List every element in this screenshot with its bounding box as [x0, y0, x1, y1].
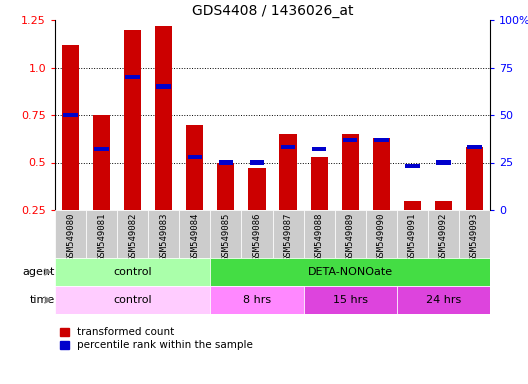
Bar: [373, 138, 390, 210]
Bar: [210, 286, 304, 314]
Text: GSM549091: GSM549091: [408, 212, 417, 261]
Text: GSM549093: GSM549093: [470, 212, 479, 261]
Text: GSM549081: GSM549081: [97, 212, 106, 261]
Bar: [466, 147, 483, 210]
Bar: [218, 162, 234, 210]
Bar: [187, 155, 202, 159]
Bar: [241, 210, 272, 258]
Bar: [459, 210, 490, 258]
Bar: [335, 210, 366, 258]
Bar: [342, 134, 359, 210]
Bar: [428, 210, 459, 258]
Text: GSM549086: GSM549086: [252, 212, 261, 261]
Bar: [281, 145, 295, 149]
Bar: [55, 258, 210, 286]
Bar: [272, 210, 304, 258]
Bar: [397, 286, 490, 314]
Bar: [55, 210, 86, 258]
Text: GSM549082: GSM549082: [128, 212, 137, 261]
Bar: [374, 137, 389, 142]
Bar: [117, 210, 148, 258]
Text: GSM549080: GSM549080: [66, 212, 75, 261]
Text: GSM549089: GSM549089: [346, 212, 355, 261]
Bar: [155, 26, 172, 210]
Text: 24 hrs: 24 hrs: [426, 295, 461, 305]
Text: control: control: [114, 267, 152, 277]
Bar: [93, 115, 110, 210]
Bar: [435, 200, 452, 210]
Bar: [219, 161, 233, 165]
Bar: [248, 168, 266, 210]
Bar: [156, 84, 171, 89]
Bar: [279, 134, 297, 210]
Legend: transformed count, percentile rank within the sample: transformed count, percentile rank withi…: [60, 327, 253, 350]
Text: time: time: [30, 295, 55, 305]
Bar: [310, 157, 328, 210]
Bar: [95, 147, 109, 151]
Bar: [148, 210, 180, 258]
Bar: [126, 75, 140, 79]
Text: GSM549090: GSM549090: [377, 212, 386, 261]
Text: 15 hrs: 15 hrs: [333, 295, 367, 305]
Bar: [210, 210, 241, 258]
Text: GSM549088: GSM549088: [315, 212, 324, 261]
Bar: [397, 210, 428, 258]
Bar: [436, 161, 451, 165]
Bar: [467, 145, 482, 149]
Bar: [304, 286, 397, 314]
Bar: [210, 258, 490, 286]
Text: control: control: [114, 295, 152, 305]
Bar: [63, 113, 78, 117]
Text: GSM549084: GSM549084: [190, 212, 200, 261]
Text: GSM549085: GSM549085: [221, 212, 230, 261]
Bar: [180, 210, 210, 258]
Text: agent: agent: [23, 267, 55, 277]
Bar: [312, 147, 326, 151]
Bar: [186, 124, 203, 210]
Text: GSM549083: GSM549083: [159, 212, 168, 261]
Text: GSM549087: GSM549087: [284, 212, 293, 261]
Bar: [250, 161, 264, 165]
Bar: [62, 45, 79, 210]
Bar: [404, 200, 421, 210]
Text: 8 hrs: 8 hrs: [243, 295, 271, 305]
Bar: [124, 30, 141, 210]
Bar: [86, 210, 117, 258]
Bar: [405, 164, 420, 169]
Bar: [304, 210, 335, 258]
Title: GDS4408 / 1436026_at: GDS4408 / 1436026_at: [192, 3, 353, 18]
Bar: [343, 137, 357, 142]
Text: DETA-NONOate: DETA-NONOate: [308, 267, 393, 277]
Bar: [366, 210, 397, 258]
Bar: [55, 286, 210, 314]
Text: GSM549092: GSM549092: [439, 212, 448, 261]
